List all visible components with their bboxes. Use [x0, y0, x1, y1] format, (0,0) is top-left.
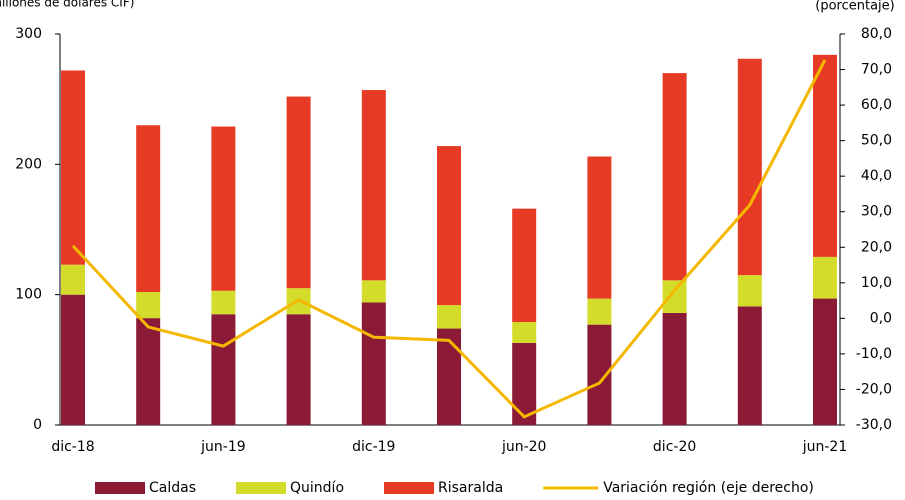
y-tick-label: 0 [33, 417, 42, 433]
y2-tick-label: 0,0 [870, 310, 892, 326]
bar-segment [286, 314, 311, 425]
legend-label: Quindío [290, 480, 344, 496]
y-tick-label: 100 [15, 287, 42, 303]
bar-segment [587, 156, 612, 299]
bar-segment [211, 126, 236, 291]
y-tick-label: 200 [15, 156, 42, 172]
bar-segment [662, 73, 687, 281]
bar-segment [361, 90, 386, 281]
bar-segment [662, 280, 687, 313]
bar-segment [737, 275, 762, 307]
y2-axis-title: (porcentaje) [815, 0, 894, 14]
bar-segment [512, 342, 537, 425]
bar-segment [361, 280, 386, 303]
bar-segment [136, 318, 161, 425]
bar-segment [587, 298, 612, 325]
bar-segment [813, 298, 837, 425]
x-tick-label: jun-19 [200, 439, 246, 455]
bar-segment [813, 54, 837, 257]
bar-segment [61, 70, 85, 265]
legend-swatch [95, 482, 145, 494]
bar-segment [737, 306, 762, 425]
x-tick-label: jun-21 [802, 439, 848, 455]
legend-swatch [236, 482, 287, 494]
y2-tick-label: 50,0 [861, 133, 892, 149]
y2-tick-label: 60,0 [861, 97, 892, 113]
bar-segment [437, 305, 461, 329]
y2-tick-label: 10,0 [861, 275, 892, 291]
y2-tick-label: 30,0 [861, 204, 892, 220]
bar-segment [211, 314, 236, 425]
y2-tick-label: 80,0 [861, 26, 892, 42]
bar-segment [512, 208, 537, 323]
legend-label: Risaralda [438, 480, 503, 496]
bar-segment [737, 58, 762, 276]
bar-segment [437, 146, 461, 306]
bar-segment [61, 294, 85, 425]
bar-segment [437, 328, 461, 425]
bar-segment [813, 256, 837, 299]
bar-segment [286, 96, 311, 289]
y2-tick-label: -10,0 [856, 346, 892, 362]
y2-tick-label: -30,0 [856, 417, 892, 433]
legend-label: Caldas [149, 480, 196, 496]
y-axis-title: (millones de dólares CIF) [0, 0, 134, 10]
y2-tick-label: 20,0 [861, 239, 892, 255]
line-series [71, 59, 827, 419]
bar-segment [662, 312, 687, 425]
y2-tick-label: 40,0 [861, 168, 892, 184]
bar-segment [211, 290, 236, 315]
y2-tick-label: 70,0 [861, 62, 892, 78]
y2-tick-label: -20,0 [856, 381, 892, 397]
bar-segment [136, 292, 161, 319]
legend-swatch [384, 482, 435, 494]
x-tick-label: dic-20 [653, 439, 696, 455]
x-tick-label: dic-18 [51, 439, 94, 455]
x-tick-label: jun-20 [501, 439, 547, 455]
bar-segment [136, 125, 161, 293]
y-tick-label: 300 [15, 26, 42, 42]
legend-label: Variación región (eje derecho) [603, 480, 814, 496]
bar-segment [361, 302, 386, 425]
bar-segment [512, 322, 537, 343]
x-tick-label: dic-19 [352, 439, 395, 455]
bar-segment [61, 264, 85, 295]
